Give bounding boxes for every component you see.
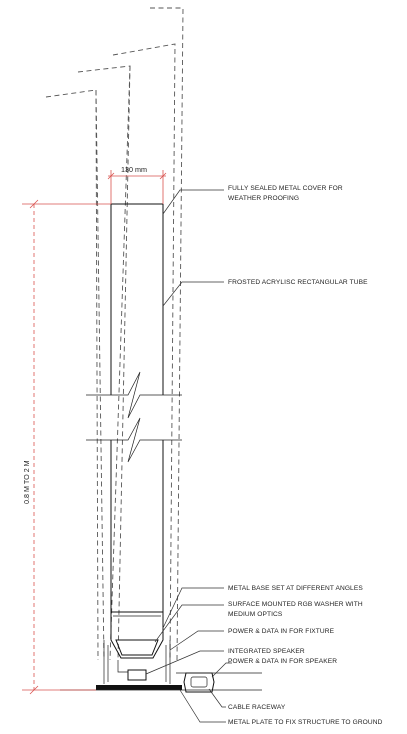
callout-washer-line-2: MEDIUM OPTICS [228, 611, 283, 618]
callout-tube: FROSTED ACRYLISC RECTANGULAR TUBE [228, 279, 368, 286]
break-line-upper [86, 371, 182, 419]
leader-raceway [208, 688, 226, 708]
callout-labels: FULLY SEALED METAL COVER FOR WEATHER PRO… [228, 185, 383, 726]
leader-base [162, 587, 224, 629]
ghost-outline-inner-2 [117, 65, 131, 661]
callout-raceway: CABLE RACEWAY [228, 704, 286, 711]
rgb-washer [115, 639, 159, 656]
ground-plate [96, 685, 182, 690]
leader-cover [162, 189, 224, 215]
leader-power-speaker [211, 662, 232, 678]
ghost-outline-leftmost [45, 89, 105, 661]
height-tick-bottom [29, 685, 39, 695]
leader-washer [154, 604, 224, 643]
height-dimension-label: 0.8 M TO 2 M [22, 460, 31, 504]
base-assembly [60, 611, 262, 693]
height-dimension: 0.8 M TO 2 M [22, 199, 111, 695]
width-tick-left [107, 172, 115, 180]
width-dimension: 130 mm [107, 165, 167, 204]
ghost-outline-inner [95, 89, 99, 661]
callout-base: METAL BASE SET AT DIFFERENT ANGLES [228, 585, 363, 592]
raceway-channel [190, 676, 208, 688]
callout-power-speaker: POWER & DATA IN FOR SPEAKER [228, 658, 337, 665]
tilted-ghost-outlines [45, 7, 184, 661]
callout-leaders [145, 189, 232, 723]
integrated-speaker [127, 669, 147, 681]
ghost-outline-right [112, 43, 176, 661]
ghost-outline-rightmost [150, 7, 184, 661]
metal-base [110, 611, 164, 659]
height-tick-top [29, 199, 39, 209]
callout-cover-line-2: WEATHER PROOFING [228, 195, 299, 202]
callout-power-fixture: POWER & DATA IN FOR FIXTURE [228, 628, 335, 635]
callout-speaker: INTEGRATED SPEAKER [228, 648, 305, 655]
leader-tube [162, 281, 224, 307]
callout-washer-line-1: SURFACE MOUNTED RGB WASHER WITH [228, 601, 363, 608]
width-dimension-label: 130 mm [121, 165, 147, 174]
callout-plate: METAL PLATE TO FIX STRUCTURE TO GROUND [228, 719, 383, 726]
leader-speaker [145, 650, 224, 675]
width-tick-right [159, 172, 167, 180]
break-line-lower [86, 417, 182, 463]
leader-power-fixture [169, 630, 224, 651]
ghost-outline-left [77, 65, 131, 661]
leader-plate [179, 689, 226, 723]
main-tube [110, 203, 164, 612]
callout-cover-line-1: FULLY SEALED METAL COVER FOR [228, 185, 343, 192]
speaker-cable [117, 660, 128, 673]
break-lines [86, 371, 182, 463]
